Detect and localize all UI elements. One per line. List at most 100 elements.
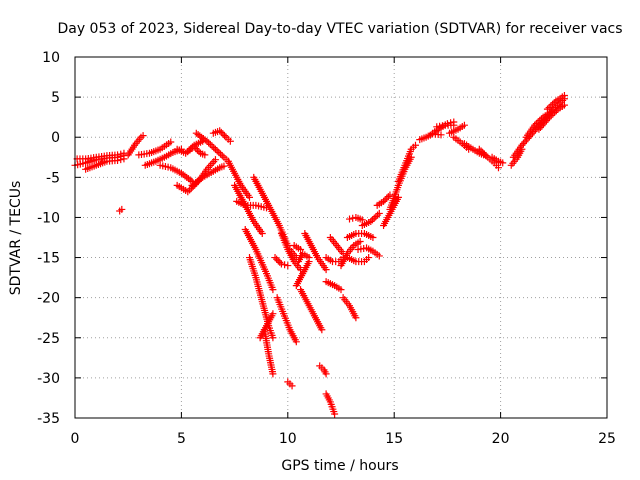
data-point: [220, 132, 228, 140]
data-point: [213, 147, 221, 155]
data-point: [549, 110, 557, 118]
data-point: [120, 155, 128, 163]
data-point: [346, 215, 354, 223]
data-point: [541, 118, 549, 126]
data-point: [479, 148, 487, 156]
data-point: [273, 255, 281, 263]
data-point: [532, 120, 540, 128]
x-axis-label: GPS time / hours: [281, 458, 398, 474]
data-point: [281, 261, 289, 269]
data-point: [537, 115, 545, 123]
data-point: [217, 128, 225, 136]
data-point: [368, 216, 376, 224]
x-tick-label: 10: [279, 431, 297, 447]
data-point: [411, 141, 419, 149]
data-point: [550, 99, 558, 107]
data-point: [258, 229, 266, 237]
data-point: [543, 105, 551, 113]
y-tick-label: 10: [42, 50, 60, 66]
data-point: [276, 258, 284, 266]
plot-frame: [74, 56, 608, 419]
y-tick-label: -35: [37, 411, 60, 427]
data-point: [220, 162, 228, 170]
data-point: [245, 193, 253, 201]
data-point: [269, 334, 277, 342]
grid: [75, 57, 607, 418]
data-point: [375, 252, 383, 260]
data-point: [519, 140, 527, 148]
data-point: [192, 144, 200, 152]
y-tick-label: -20: [37, 291, 60, 307]
data-point: [195, 148, 203, 156]
data-point: [543, 117, 551, 125]
data-point: [284, 262, 292, 270]
data-point: [218, 152, 226, 160]
data-point: [322, 370, 330, 378]
axis-ticks: [74, 56, 608, 419]
data-point: [367, 217, 375, 225]
data-point: [288, 382, 296, 390]
data-point: [375, 209, 383, 217]
data-point: [538, 122, 546, 130]
data-point: [215, 148, 223, 156]
data-point: [386, 191, 394, 199]
data-point: [394, 193, 402, 201]
chart-title: Day 053 of 2023, Sidereal Day-to-day VTE…: [57, 21, 622, 37]
data-point: [437, 131, 445, 139]
data-point: [460, 121, 468, 129]
y-tick-label: -5: [46, 170, 60, 186]
data-point: [269, 286, 277, 294]
y-axis-label: SDTVAR / TECUs: [8, 181, 24, 296]
data-point: [549, 100, 557, 108]
data-point: [217, 150, 225, 158]
data-point: [318, 326, 326, 334]
data-point: [380, 197, 388, 205]
data-point: [547, 112, 555, 120]
data-point: [521, 138, 529, 146]
data-point: [331, 410, 339, 418]
data-point: [536, 123, 544, 131]
data-point: [201, 151, 209, 159]
data-point: [210, 144, 218, 152]
data-point: [139, 132, 147, 140]
data-point: [322, 266, 330, 274]
y-tick-label: -15: [37, 251, 60, 267]
data-point: [274, 257, 282, 265]
data-point: [480, 150, 488, 158]
data-point: [450, 121, 458, 129]
data-point: [297, 246, 305, 254]
data-point: [352, 314, 360, 322]
data-point: [372, 213, 380, 221]
data-point: [499, 159, 507, 167]
y-tick-label: -10: [37, 210, 60, 226]
data-point: [190, 143, 198, 151]
data-point: [381, 196, 389, 204]
data-point: [269, 310, 277, 318]
data-point: [114, 156, 122, 164]
data-point: [117, 156, 125, 164]
data-point: [208, 142, 216, 150]
data-point: [482, 152, 490, 160]
data-point: [536, 116, 544, 124]
y-tick-labels: -35 -30 -25 -20 -15 -10 -5 0 5 10: [37, 50, 60, 427]
x-tick-label: 20: [492, 431, 510, 447]
data-point: [337, 286, 345, 294]
data-point: [277, 260, 285, 268]
data-point: [383, 194, 391, 202]
data-point: [167, 138, 175, 146]
data-point: [560, 101, 568, 109]
x-tick-labels: 0 5 10 15 20 25: [71, 431, 616, 447]
data-points: [71, 92, 568, 418]
data-point: [374, 211, 382, 219]
data-point: [211, 156, 219, 164]
y-tick-label: 5: [51, 90, 60, 106]
data-point: [271, 254, 279, 262]
y-tick-label: 0: [51, 130, 60, 146]
data-point: [531, 121, 539, 129]
data-point: [226, 137, 234, 145]
data-point: [547, 102, 555, 110]
data-point: [269, 370, 277, 378]
x-tick-label: 0: [71, 431, 80, 447]
y-tick-label: -25: [37, 331, 60, 347]
